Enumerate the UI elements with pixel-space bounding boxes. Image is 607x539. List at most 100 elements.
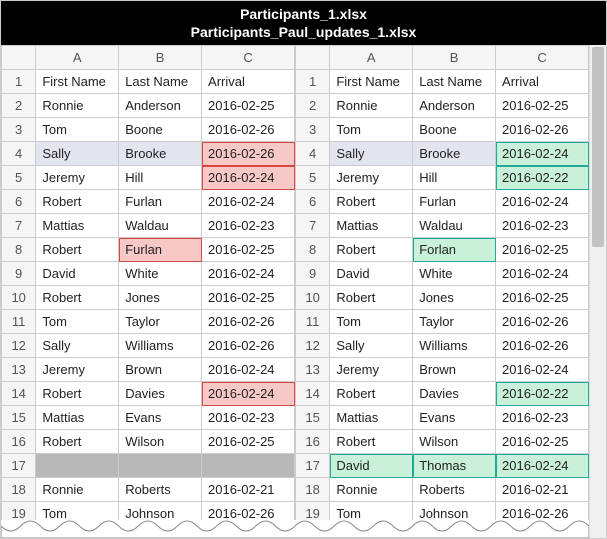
cell[interactable]: 2016-02-23 [202, 214, 295, 238]
row-header[interactable]: 12 [296, 334, 330, 358]
row-header[interactable]: 4 [2, 142, 36, 166]
cell[interactable] [36, 454, 119, 478]
row-header[interactable]: 2 [296, 94, 330, 118]
cell[interactable]: Ronnie [330, 94, 413, 118]
table-row[interactable]: 11TomTaylor2016-02-26 [2, 310, 295, 334]
cell[interactable]: Wilson [119, 430, 202, 454]
row-header[interactable]: 5 [2, 166, 36, 190]
cell[interactable]: Sally [330, 142, 413, 166]
cell[interactable]: Wilson [413, 430, 496, 454]
row-header[interactable]: 9 [296, 262, 330, 286]
cell[interactable] [202, 454, 295, 478]
cell[interactable]: Mattias [36, 406, 119, 430]
table-row[interactable]: 1First NameLast NameArrival [296, 70, 589, 94]
table-row[interactable]: 16RobertWilson2016-02-25 [296, 430, 589, 454]
row-header[interactable]: 11 [296, 310, 330, 334]
row-header[interactable]: 17 [296, 454, 330, 478]
table-row[interactable]: 10RobertJones2016-02-25 [296, 286, 589, 310]
row-header[interactable]: 7 [2, 214, 36, 238]
cell[interactable]: Waldau [119, 214, 202, 238]
cell[interactable]: Tom [330, 310, 413, 334]
col-header[interactable]: C [202, 46, 295, 70]
row-header[interactable]: 18 [296, 478, 330, 502]
cell[interactable]: 2016-02-25 [496, 286, 589, 310]
table-row[interactable]: 15MattiasEvans2016-02-23 [2, 406, 295, 430]
cell[interactable]: Furlan [119, 190, 202, 214]
row-header[interactable]: 10 [2, 286, 36, 310]
cell[interactable]: 2016-02-26 [202, 334, 295, 358]
table-row[interactable]: 4SallyBrooke2016-02-24 [296, 142, 589, 166]
cell[interactable]: 2016-02-25 [202, 430, 295, 454]
cell[interactable]: 2016-02-24 [496, 262, 589, 286]
table-row[interactable]: 15MattiasEvans2016-02-23 [296, 406, 589, 430]
row-header[interactable]: 12 [2, 334, 36, 358]
row-header[interactable]: 11 [2, 310, 36, 334]
cell[interactable] [119, 454, 202, 478]
row-header[interactable]: 13 [2, 358, 36, 382]
cell[interactable]: 2016-02-24 [496, 358, 589, 382]
cell[interactable]: 2016-02-26 [496, 334, 589, 358]
row-header[interactable]: 4 [296, 142, 330, 166]
cell[interactable]: Robert [330, 286, 413, 310]
table-row[interactable]: 11TomTaylor2016-02-26 [296, 310, 589, 334]
cell[interactable]: Robert [36, 190, 119, 214]
cell[interactable]: 2016-02-25 [496, 430, 589, 454]
cell[interactable]: David [330, 262, 413, 286]
cell[interactable]: Jeremy [330, 358, 413, 382]
table-row[interactable]: 7MattiasWaldau2016-02-23 [2, 214, 295, 238]
cell[interactable]: 2016-02-26 [496, 118, 589, 142]
cell[interactable]: First Name [36, 70, 119, 94]
cell[interactable]: Davies [413, 382, 496, 406]
cell[interactable]: 2016-02-26 [202, 118, 295, 142]
col-header[interactable]: B [119, 46, 202, 70]
scrollbar-thumb[interactable] [592, 47, 604, 247]
row-header[interactable]: 10 [296, 286, 330, 310]
table-row[interactable]: 16RobertWilson2016-02-25 [2, 430, 295, 454]
cell[interactable]: Boone [119, 118, 202, 142]
table-row[interactable]: 18RonnieRoberts2016-02-21 [296, 478, 589, 502]
cell[interactable]: Last Name [413, 70, 496, 94]
table-row[interactable]: 14RobertDavies2016-02-24 [2, 382, 295, 406]
cell[interactable]: 2016-02-23 [496, 406, 589, 430]
cell[interactable]: 2016-02-24 [496, 142, 589, 166]
cell[interactable]: Ronnie [36, 478, 119, 502]
cell[interactable]: Robert [36, 286, 119, 310]
cell[interactable]: Evans [413, 406, 496, 430]
table-row[interactable]: 17 [2, 454, 295, 478]
cell[interactable]: Taylor [119, 310, 202, 334]
cell[interactable]: Hill [119, 166, 202, 190]
row-header[interactable]: 7 [296, 214, 330, 238]
cell[interactable]: Jeremy [36, 358, 119, 382]
table-row[interactable]: 9DavidWhite2016-02-24 [296, 262, 589, 286]
cell[interactable]: Robert [36, 382, 119, 406]
cell[interactable]: Williams [119, 334, 202, 358]
row-header[interactable]: 2 [2, 94, 36, 118]
cell[interactable]: 2016-02-23 [202, 406, 295, 430]
cell[interactable]: Robert [330, 430, 413, 454]
cell[interactable]: Mattias [330, 214, 413, 238]
cell[interactable]: 2016-02-22 [496, 382, 589, 406]
col-header[interactable]: A [36, 46, 119, 70]
cell[interactable]: Tom [36, 310, 119, 334]
table-row[interactable]: 13JeremyBrown2016-02-24 [296, 358, 589, 382]
cell[interactable]: Jeremy [36, 166, 119, 190]
cell[interactable]: Forlan [413, 238, 496, 262]
table-row[interactable]: 3TomBoone2016-02-26 [2, 118, 295, 142]
row-header[interactable]: 8 [296, 238, 330, 262]
cell[interactable]: Arrival [202, 70, 295, 94]
cell[interactable]: 2016-02-24 [202, 166, 295, 190]
table-row[interactable]: 12SallyWilliams2016-02-26 [296, 334, 589, 358]
cell[interactable]: Ronnie [36, 94, 119, 118]
row-header[interactable]: 3 [2, 118, 36, 142]
row-header[interactable]: 6 [2, 190, 36, 214]
cell[interactable]: 2016-02-24 [202, 358, 295, 382]
cell[interactable]: 2016-02-24 [202, 382, 295, 406]
cell[interactable]: White [413, 262, 496, 286]
table-row[interactable]: 3TomBoone2016-02-26 [296, 118, 589, 142]
table-row[interactable]: 9DavidWhite2016-02-24 [2, 262, 295, 286]
cell[interactable]: Mattias [36, 214, 119, 238]
cell[interactable]: 2016-02-23 [496, 214, 589, 238]
cell[interactable]: Sally [330, 334, 413, 358]
cell[interactable]: Mattias [330, 406, 413, 430]
cell[interactable]: 2016-02-24 [496, 454, 589, 478]
